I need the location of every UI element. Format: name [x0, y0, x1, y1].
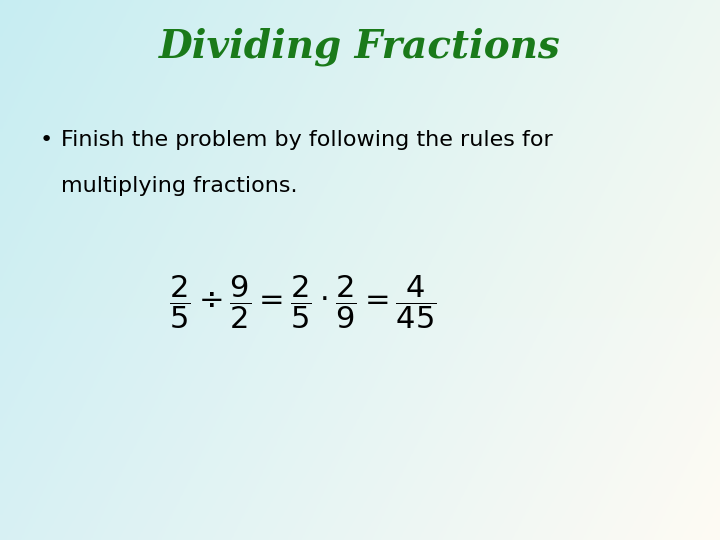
- Text: $\dfrac{2}{5} \div \dfrac{9}{2} = \dfrac{2}{5} \cdot \dfrac{2}{9} = \dfrac{4}{45: $\dfrac{2}{5} \div \dfrac{9}{2} = \dfrac…: [168, 274, 436, 331]
- Text: •: •: [40, 130, 53, 150]
- Text: Finish the problem by following the rules for: Finish the problem by following the rule…: [61, 130, 553, 150]
- Text: Dividing Fractions: Dividing Fractions: [159, 27, 561, 65]
- Text: multiplying fractions.: multiplying fractions.: [61, 176, 297, 195]
